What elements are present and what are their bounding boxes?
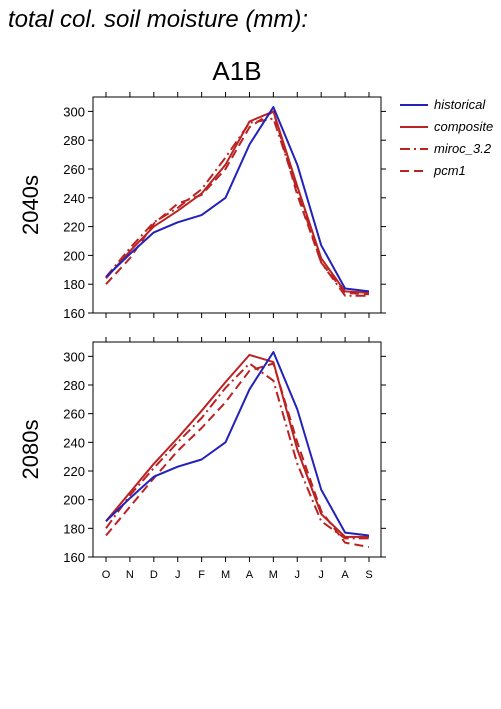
- y-tick-label: 160: [63, 550, 85, 565]
- month-label: M: [269, 569, 278, 581]
- legend-item-historical: historical: [400, 97, 486, 112]
- month-label: M: [221, 569, 230, 581]
- month-label: N: [126, 569, 134, 581]
- month-label: J: [175, 569, 181, 581]
- y-tick-label: 220: [63, 464, 85, 479]
- plot-frame: [92, 96, 382, 314]
- row-label: 2040s: [18, 175, 43, 235]
- legend-label: miroc_3.2: [434, 141, 492, 156]
- month-label: J: [295, 569, 301, 581]
- y-tick-label: 200: [63, 493, 85, 508]
- series-line-historical: [105, 351, 370, 537]
- y-tick-label: 160: [63, 306, 85, 321]
- y-tick-label: 260: [63, 162, 85, 177]
- y-tick-label: 180: [63, 277, 85, 292]
- y-tick-label: 240: [63, 191, 85, 206]
- series-line-composite: [105, 110, 370, 294]
- month-label: J: [318, 569, 324, 581]
- month-label: D: [150, 569, 158, 581]
- month-label: A: [246, 569, 254, 581]
- row-label: 2080s: [18, 420, 43, 480]
- series-line-historical: [105, 106, 370, 293]
- legend-label: historical: [434, 97, 486, 112]
- legend-item-miroc_3.2: miroc_3.2: [400, 141, 492, 156]
- figure-title: total col. soil moisture (mm):: [8, 6, 309, 33]
- y-tick-label: 240: [63, 435, 85, 450]
- series-line-composite: [105, 353, 369, 538]
- series-line-pcm1: [105, 362, 370, 548]
- y-tick-label: 260: [63, 407, 85, 422]
- series-line-miroc_3.2: [105, 362, 369, 540]
- scenario-title: A1B: [212, 56, 261, 86]
- y-tick-label: 300: [63, 349, 85, 364]
- month-label: O: [102, 569, 111, 581]
- y-tick-label: 280: [63, 378, 85, 393]
- y-tick-label: 280: [63, 133, 85, 148]
- plot-frame: [92, 341, 382, 558]
- y-tick-label: 200: [63, 248, 85, 263]
- month-label: F: [198, 569, 205, 581]
- y-tick-label: 220: [63, 220, 85, 235]
- series-line-pcm1: [105, 110, 370, 296]
- panel-2040s: 160 180 200 220 240 260 280 300 2040s: [18, 92, 386, 321]
- legend-label: composite: [434, 119, 493, 134]
- legend-item-composite: composite: [400, 119, 493, 134]
- panel-2080s: 160 180 200 220 240 260 280 300 O N D J F M A M J J A S 2080…: [18, 337, 386, 581]
- legend-label: pcm1: [433, 163, 466, 178]
- month-label: A: [341, 569, 349, 581]
- y-tick-label: 180: [63, 521, 85, 536]
- month-label: S: [365, 569, 372, 581]
- y-tick-label: 300: [63, 104, 85, 119]
- legend-item-pcm1: pcm1: [400, 163, 466, 178]
